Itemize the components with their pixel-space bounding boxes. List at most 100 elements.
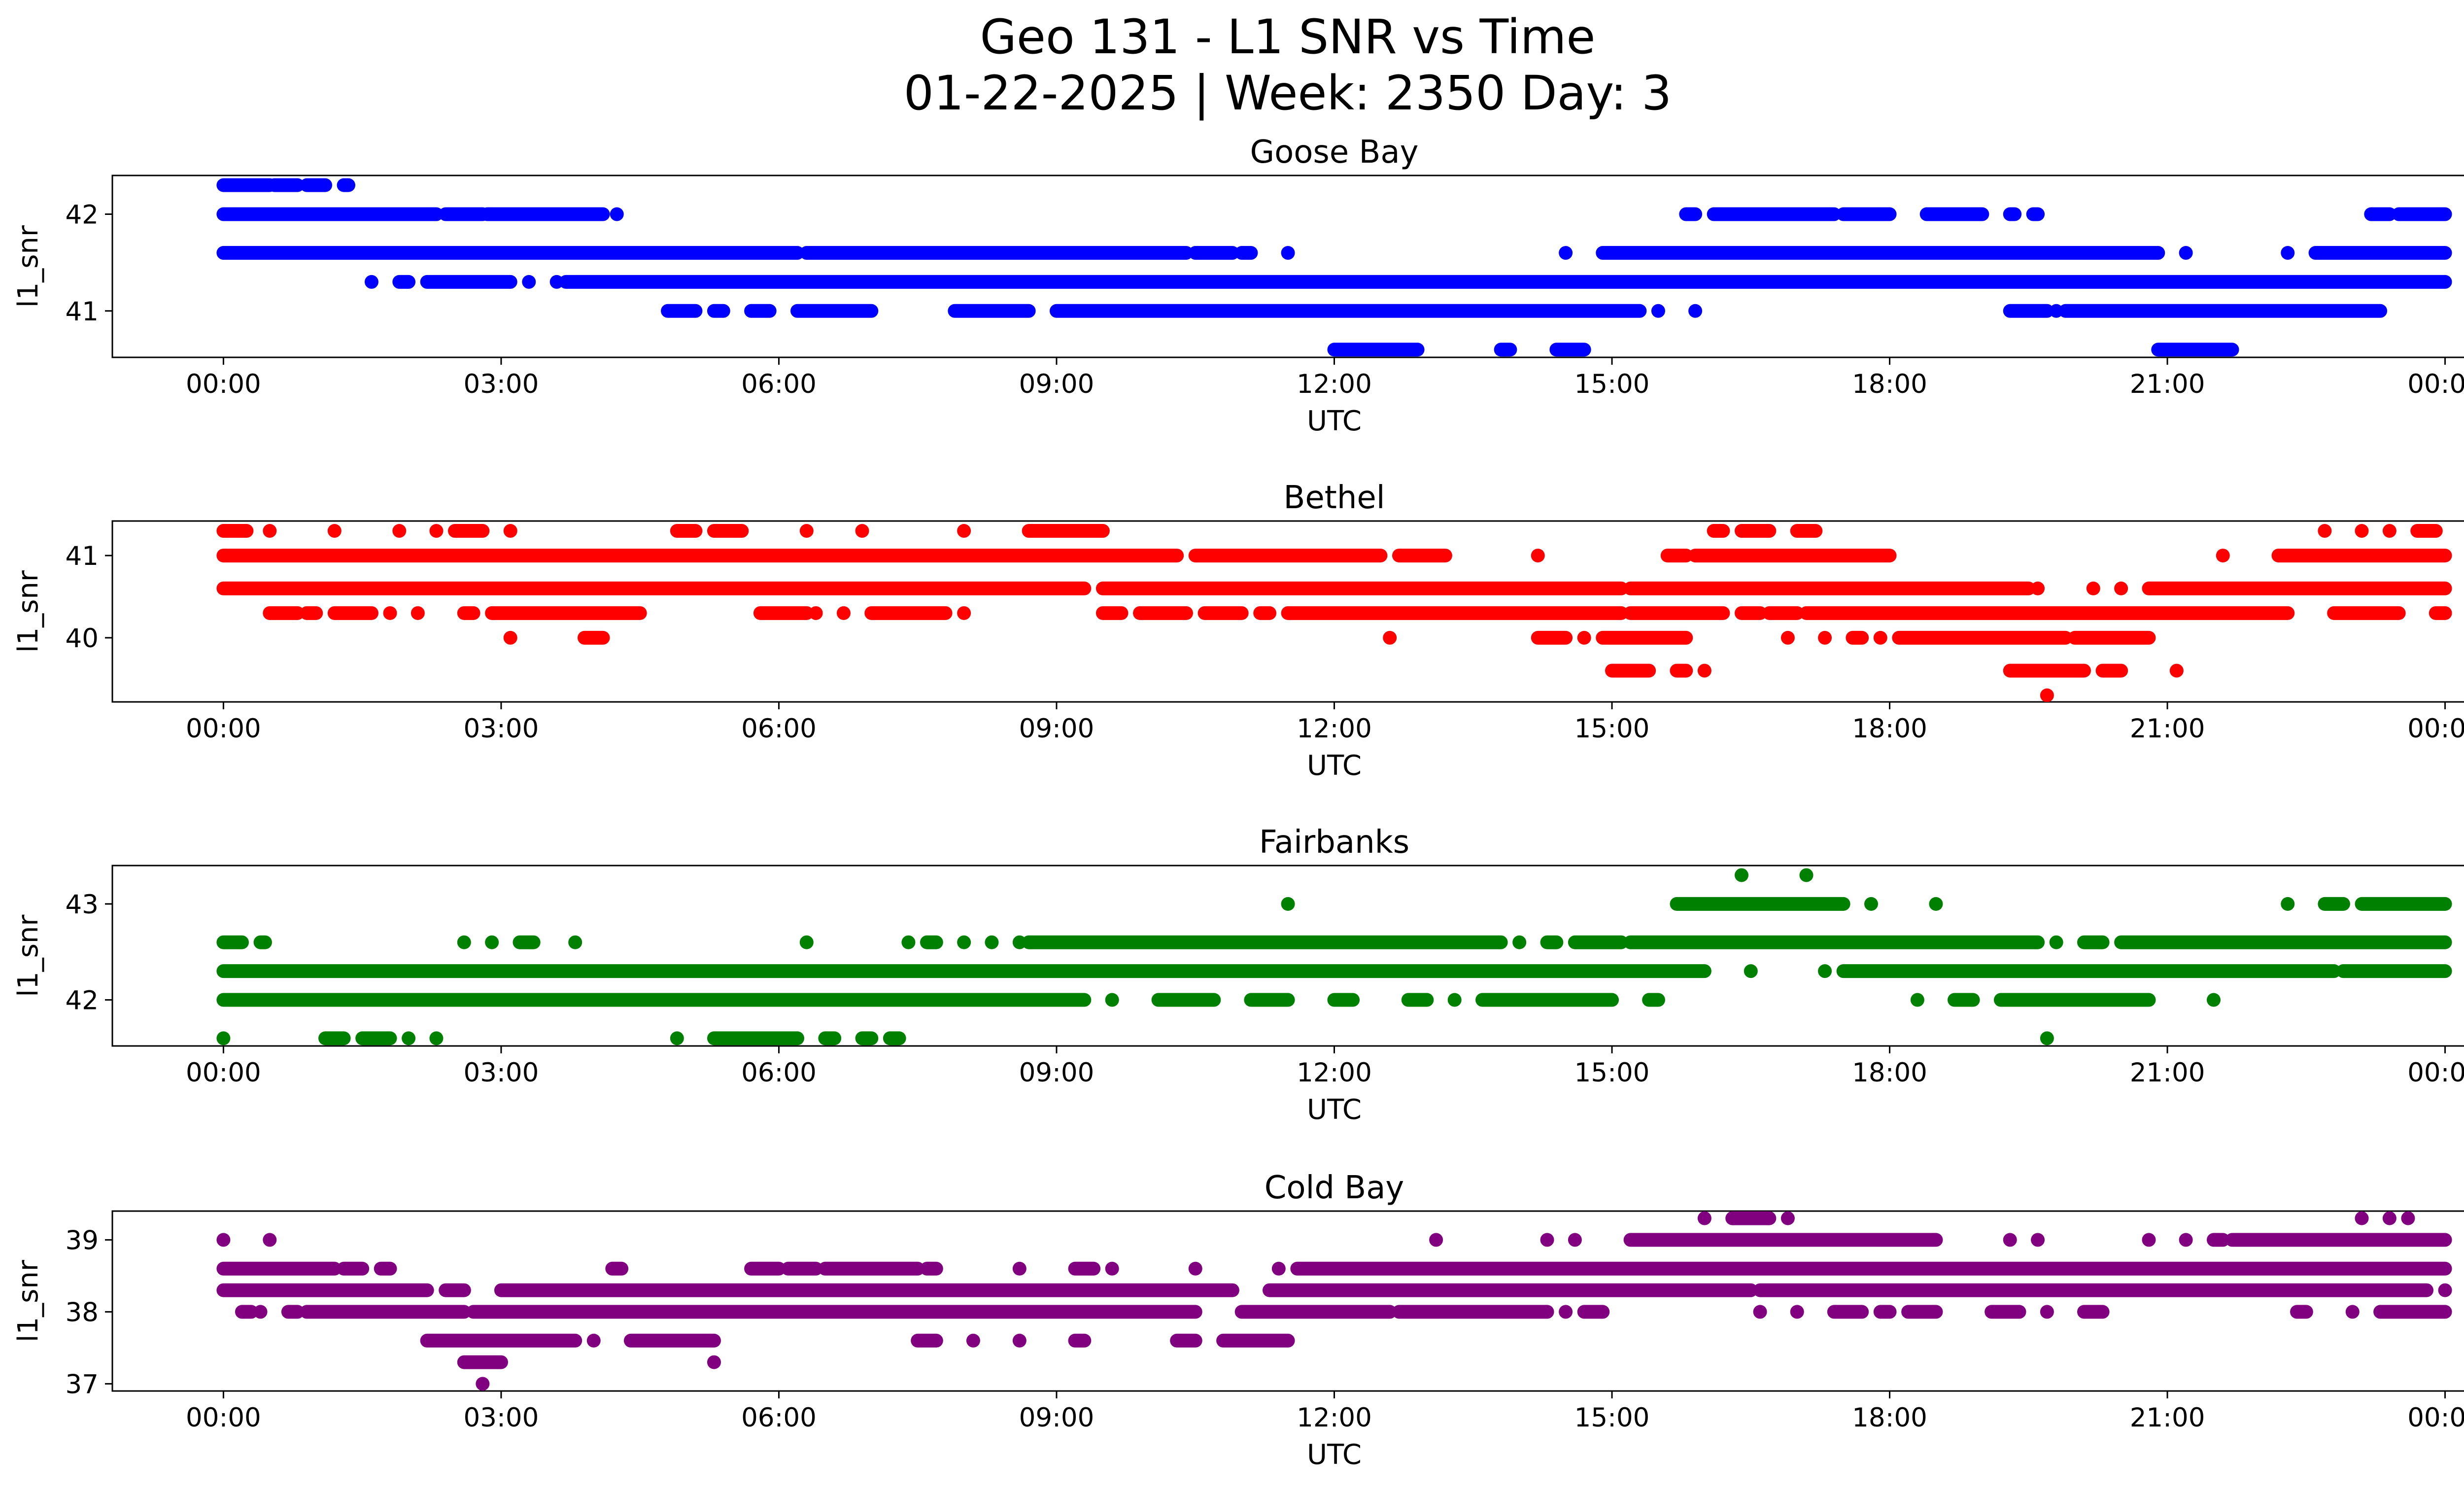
x-tick-label: 21:00 xyxy=(2130,1058,2205,1088)
data-point xyxy=(263,524,277,538)
data-point xyxy=(1012,1333,1027,1348)
subplot-bethel: 00:00 03:00 06:00 09:00 12:00 15:00 18:00 21:00… xyxy=(12,480,2464,782)
x-tick-label: 06:00 xyxy=(741,1058,817,1088)
data-points xyxy=(216,178,2452,357)
data-point xyxy=(1531,549,1545,563)
data-point xyxy=(522,275,536,289)
y-axis-label: l1_snr xyxy=(12,914,44,997)
data-point xyxy=(1818,964,1832,978)
x-tick-label: 00:00 xyxy=(2407,369,2464,399)
data-point xyxy=(503,524,517,538)
data-point xyxy=(364,275,378,289)
x-tick-label: 12:00 xyxy=(1297,1058,1372,1088)
data-point xyxy=(1559,1305,1573,1319)
data-point xyxy=(901,935,916,949)
data-points xyxy=(216,524,2452,702)
x-axis-label: UTC xyxy=(1307,405,1362,437)
data-point xyxy=(957,524,971,538)
subplot-goose-bay: 00:00 03:00 06:00 09:00 12:00 15:00 18:00 21:00… xyxy=(12,134,2464,437)
data-point xyxy=(1559,246,1573,260)
data-point xyxy=(1105,993,1119,1007)
data-point xyxy=(1780,1211,1795,1225)
data-point xyxy=(568,935,582,949)
y-tick-label: 42 xyxy=(66,986,99,1016)
y-tick-label: 37 xyxy=(66,1369,99,1399)
subplot-fairbanks: 00:00 03:00 06:00 09:00 12:00 15:00 18:00 21:00… xyxy=(12,824,2464,1126)
data-point xyxy=(2281,246,2295,260)
x-tick-label: 06:00 xyxy=(741,1403,817,1433)
data-point xyxy=(1688,304,1703,318)
x-tick-label: 06:00 xyxy=(741,714,817,744)
data-point xyxy=(476,1377,490,1391)
data-point xyxy=(1753,1305,1767,1319)
x-tick-label: 03:00 xyxy=(464,1058,539,1088)
data-point xyxy=(799,524,814,538)
figure-title-line1: Geo 131 - L1 SNR vs Time xyxy=(980,9,1596,65)
data-points xyxy=(216,868,2452,1045)
data-point xyxy=(1929,897,1943,911)
data-point xyxy=(1799,868,1814,882)
y-tick-label: 38 xyxy=(66,1297,99,1327)
data-point xyxy=(707,1355,721,1369)
data-point xyxy=(457,935,471,949)
data-point xyxy=(1780,630,1795,645)
y-axis-label: l1_snr xyxy=(12,225,44,308)
data-point xyxy=(1540,1233,1554,1247)
data-point xyxy=(411,606,425,620)
x-tick-label: 18:00 xyxy=(1852,714,1927,744)
data-point xyxy=(809,606,823,620)
data-point xyxy=(253,1305,268,1319)
x-tick-label: 06:00 xyxy=(741,369,817,399)
data-point xyxy=(1577,630,1591,645)
data-point xyxy=(2382,524,2396,538)
data-point xyxy=(2401,1211,2415,1225)
x-tick-label: 15:00 xyxy=(1574,714,1650,744)
data-point xyxy=(1429,1233,1443,1247)
x-axis-label: UTC xyxy=(1307,1094,1362,1126)
x-axis-label: UTC xyxy=(1307,1439,1362,1471)
data-point xyxy=(2438,1283,2452,1297)
x-tick-label: 18:00 xyxy=(1852,1058,1927,1088)
data-point xyxy=(1790,1305,1804,1319)
x-tick-label: 15:00 xyxy=(1574,369,1650,399)
data-point xyxy=(2142,1233,2156,1247)
data-point xyxy=(1105,1261,1119,1276)
data-point xyxy=(2355,524,2369,538)
x-tick-label: 09:00 xyxy=(1019,714,1095,744)
data-point xyxy=(670,1031,684,1045)
y-axis-label: l1_snr xyxy=(12,570,44,653)
data-point xyxy=(392,524,407,538)
x-tick-label: 00:00 xyxy=(2407,1403,2464,1433)
plot-frame xyxy=(111,174,2464,358)
x-tick-label: 00:00 xyxy=(186,714,261,744)
data-point xyxy=(1012,1261,1027,1276)
data-point xyxy=(1697,1211,1711,1225)
x-tick-label: 09:00 xyxy=(1019,1058,1095,1088)
data-point xyxy=(327,524,342,538)
subplot-title: Cold Bay xyxy=(1265,1170,1404,1206)
data-point xyxy=(799,935,814,949)
data-point xyxy=(855,524,869,538)
subplot-title: Goose Bay xyxy=(1250,134,1419,171)
x-tick-label: 15:00 xyxy=(1574,1403,1650,1433)
figure-title-line2: 01-22-2025 | Week: 2350 Day: 3 xyxy=(903,66,1672,121)
data-point xyxy=(586,1333,601,1348)
data-point xyxy=(1188,1261,1202,1276)
data-point xyxy=(216,1233,231,1247)
x-axis-label: UTC xyxy=(1307,750,1362,782)
data-point xyxy=(2179,1233,2193,1247)
data-point xyxy=(2040,1031,2054,1045)
data-point xyxy=(2216,549,2230,563)
x-tick-label: 03:00 xyxy=(464,714,539,744)
data-point xyxy=(1512,935,1527,949)
figure-title: Geo 131 - L1 SNR vs Time 01-22-2025 | We… xyxy=(0,9,2464,121)
data-point xyxy=(1864,897,1878,911)
data-point xyxy=(1744,964,1758,978)
data-point xyxy=(2040,688,2054,702)
data-point xyxy=(2086,581,2100,595)
data-point xyxy=(1735,868,1748,882)
data-point xyxy=(2345,1305,2360,1319)
x-tick-label: 12:00 xyxy=(1297,1403,1372,1433)
data-point xyxy=(610,207,624,221)
x-tick-label: 09:00 xyxy=(1019,369,1095,399)
